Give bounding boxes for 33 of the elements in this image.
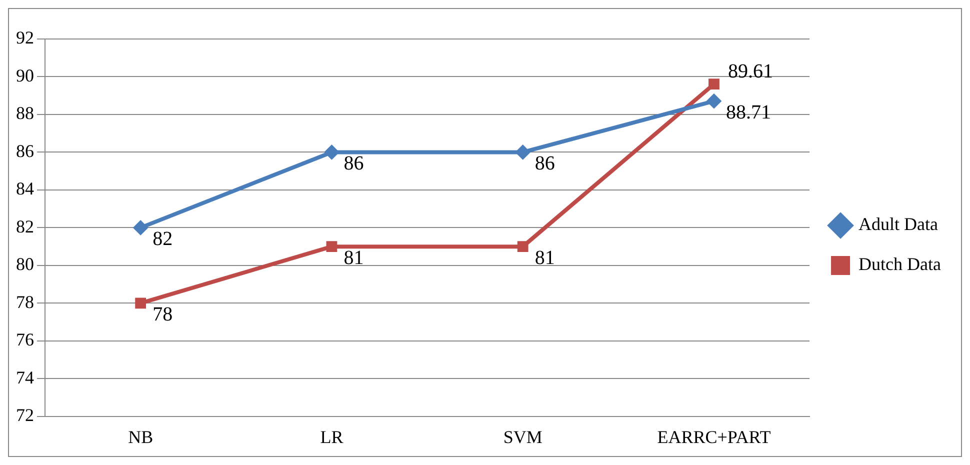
x-tick-label: NB — [128, 426, 154, 447]
data-label: 78 — [152, 303, 173, 326]
point — [517, 241, 528, 252]
point — [708, 78, 720, 90]
y-tick-label: 82 — [16, 216, 34, 236]
x-tick-label: EARRC+PART — [657, 426, 771, 447]
data-label: 81 — [534, 246, 555, 269]
x-tick-label: SVM — [503, 426, 542, 447]
y-tick-label: 92 — [16, 28, 34, 48]
legend-label: Dutch Data — [858, 254, 942, 274]
data-label: 88.71 — [726, 101, 771, 124]
y-tick-label: 76 — [16, 330, 34, 350]
data-label: 81 — [344, 246, 364, 269]
x-tick-label: LR — [320, 426, 344, 447]
y-tick-label: 90 — [16, 65, 34, 86]
y-tick-label: 74 — [16, 367, 34, 388]
data-label: 89.61 — [728, 60, 773, 82]
y-tick-label: 86 — [16, 140, 34, 161]
point — [326, 241, 338, 252]
data-label: 82 — [152, 228, 173, 250]
y-tick-label: 78 — [16, 292, 34, 312]
point — [324, 144, 340, 160]
y-tick-label: 84 — [16, 178, 34, 199]
point — [706, 94, 722, 109]
data-label: 86 — [344, 152, 364, 174]
point — [515, 144, 530, 160]
data-label: 86 — [534, 152, 555, 174]
y-tick-label: 88 — [16, 103, 34, 124]
point — [133, 220, 148, 236]
point — [135, 298, 146, 309]
y-tick-label: 80 — [16, 254, 34, 274]
legend-label: Adult Data — [858, 214, 938, 234]
y-tick-label: 72 — [16, 405, 34, 426]
